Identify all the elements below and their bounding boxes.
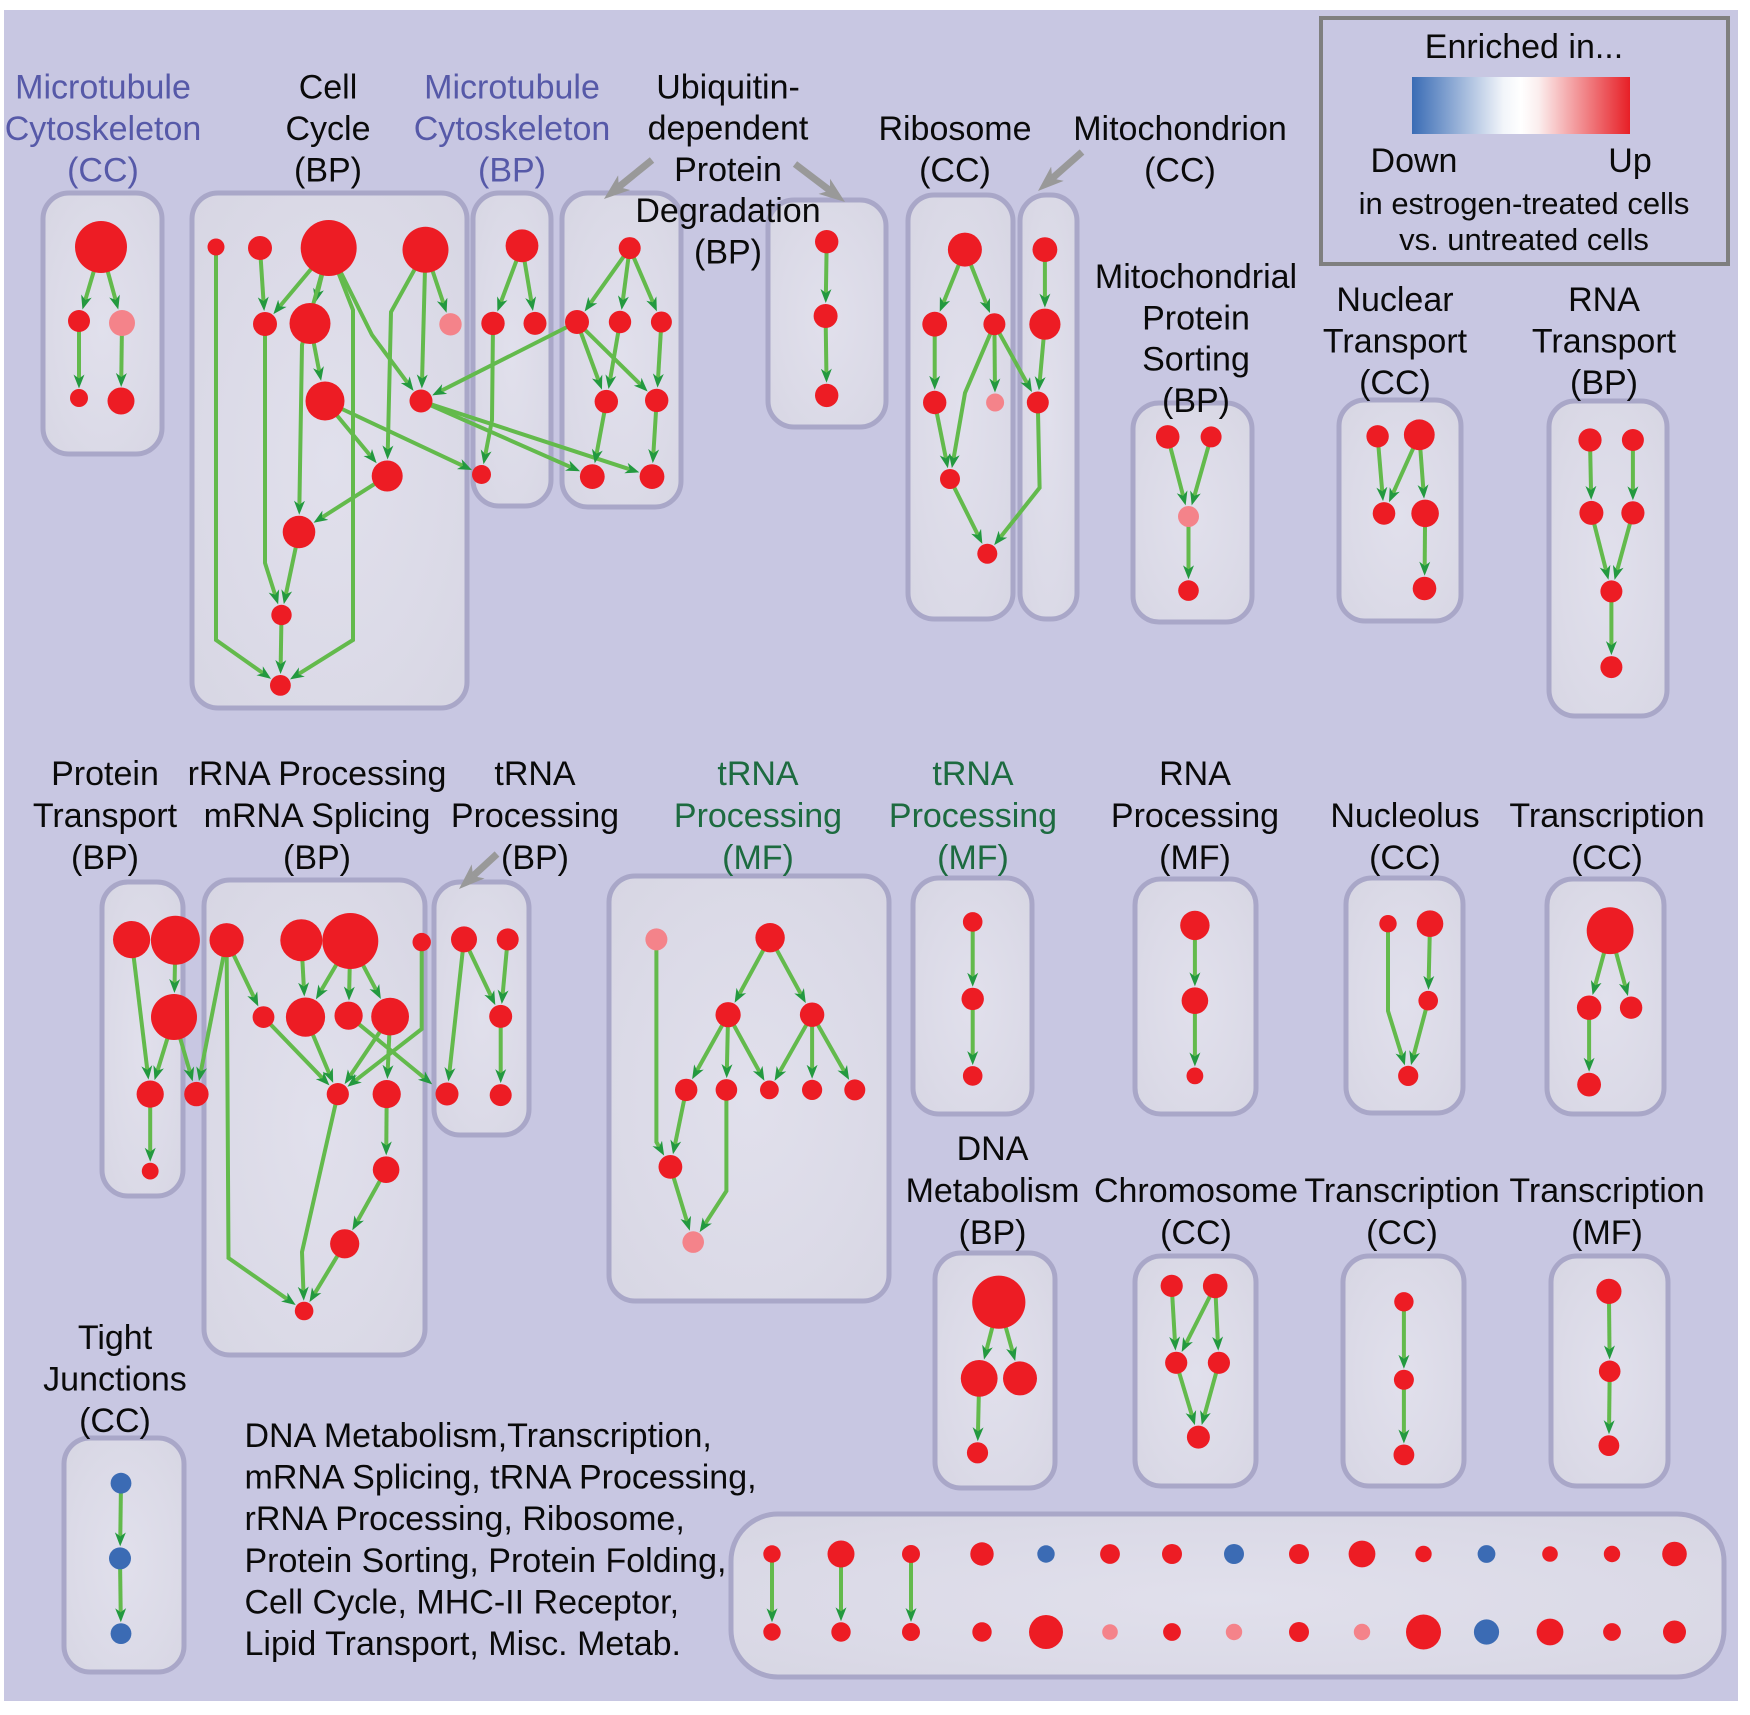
svg-text:RNA: RNA	[1568, 281, 1640, 319]
svg-text:Transcription: Transcription	[1509, 797, 1704, 835]
svg-text:Degradation: Degradation	[635, 192, 820, 230]
svg-text:(BP): (BP)	[294, 152, 362, 190]
svg-text:Transcription: Transcription	[1304, 1172, 1499, 1210]
svg-text:tRNA: tRNA	[717, 755, 799, 793]
svg-text:Protein Sorting, Protein Foldi: Protein Sorting, Protein Folding,	[245, 1542, 727, 1580]
svg-text:(BP): (BP)	[71, 839, 139, 877]
svg-text:DNA Metabolism,Transcription,: DNA Metabolism,Transcription,	[245, 1417, 712, 1455]
svg-text:Processing: Processing	[451, 797, 619, 835]
svg-text:Cell: Cell	[299, 68, 358, 106]
svg-text:Down: Down	[1371, 142, 1458, 180]
svg-text:Enriched in...: Enriched in...	[1425, 28, 1623, 66]
svg-text:dependent: dependent	[648, 110, 809, 148]
svg-text:Transport: Transport	[33, 797, 178, 835]
svg-text:vs. untreated cells: vs. untreated cells	[1399, 222, 1649, 257]
svg-text:Ubiquitin-: Ubiquitin-	[656, 68, 800, 106]
svg-text:rRNA Processing, Ribosome,: rRNA Processing, Ribosome,	[245, 1500, 685, 1538]
svg-text:Metabolism: Metabolism	[906, 1172, 1080, 1210]
svg-text:Sorting: Sorting	[1142, 341, 1250, 379]
svg-text:Junctions: Junctions	[43, 1361, 187, 1399]
svg-text:Protein: Protein	[1142, 299, 1250, 337]
svg-text:Nucleolus: Nucleolus	[1330, 797, 1479, 835]
svg-text:Transport: Transport	[1532, 322, 1677, 360]
svg-text:(CC): (CC)	[919, 152, 991, 190]
svg-text:RNA: RNA	[1159, 755, 1231, 793]
svg-text:Cytoskeleton: Cytoskeleton	[414, 110, 611, 148]
svg-text:(CC): (CC)	[1359, 364, 1431, 402]
svg-text:Processing: Processing	[889, 797, 1057, 835]
svg-text:Protein: Protein	[674, 151, 782, 189]
svg-text:mRNA Splicing, tRNA Processing: mRNA Splicing, tRNA Processing,	[245, 1459, 757, 1497]
svg-text:(MF): (MF)	[1571, 1214, 1643, 1252]
svg-text:Protein: Protein	[51, 755, 159, 793]
svg-text:Nuclear: Nuclear	[1336, 281, 1453, 319]
svg-text:Processing: Processing	[674, 797, 842, 835]
svg-text:Cytoskeleton: Cytoskeleton	[5, 110, 202, 148]
svg-text:(CC): (CC)	[1160, 1214, 1232, 1252]
svg-text:(CC): (CC)	[67, 152, 139, 190]
svg-text:Processing: Processing	[1111, 797, 1279, 835]
svg-text:(BP): (BP)	[283, 839, 351, 877]
svg-text:tRNA: tRNA	[494, 755, 576, 793]
svg-text:(BP): (BP)	[1570, 364, 1638, 402]
svg-text:(MF): (MF)	[937, 839, 1009, 877]
svg-text:(BP): (BP)	[478, 152, 546, 190]
svg-text:(MF): (MF)	[1159, 839, 1231, 877]
svg-text:Mitochondrion: Mitochondrion	[1073, 110, 1287, 148]
svg-text:(CC): (CC)	[79, 1402, 151, 1440]
svg-text:Transport: Transport	[1323, 322, 1468, 360]
svg-text:(CC): (CC)	[1144, 152, 1216, 190]
svg-text:(CC): (CC)	[1369, 839, 1441, 877]
svg-text:Chromosome: Chromosome	[1094, 1172, 1298, 1210]
svg-text:Cell Cycle, MHC-II Receptor,: Cell Cycle, MHC-II Receptor,	[245, 1583, 680, 1621]
svg-text:(CC): (CC)	[1366, 1214, 1438, 1252]
svg-text:(BP): (BP)	[694, 234, 762, 272]
svg-text:(MF): (MF)	[722, 839, 794, 877]
svg-text:Lipid Transport, Misc. Metab.: Lipid Transport, Misc. Metab.	[245, 1625, 682, 1663]
svg-text:Microtubule: Microtubule	[15, 68, 191, 106]
svg-text:Up: Up	[1608, 142, 1651, 180]
svg-text:Microtubule: Microtubule	[424, 68, 600, 106]
svg-text:tRNA: tRNA	[932, 755, 1014, 793]
svg-text:Tight: Tight	[78, 1319, 153, 1357]
svg-text:(BP): (BP)	[501, 839, 569, 877]
svg-text:mRNA Splicing: mRNA Splicing	[204, 797, 431, 835]
svg-text:rRNA Processing: rRNA Processing	[188, 755, 447, 793]
svg-text:Ribosome: Ribosome	[878, 110, 1031, 148]
svg-text:(BP): (BP)	[959, 1214, 1027, 1252]
svg-text:Mitochondrial: Mitochondrial	[1095, 258, 1297, 296]
svg-text:Cycle: Cycle	[285, 110, 370, 148]
svg-text:in estrogen-treated cells: in estrogen-treated cells	[1359, 186, 1690, 221]
svg-text:Transcription: Transcription	[1509, 1172, 1704, 1210]
svg-text:(CC): (CC)	[1571, 839, 1643, 877]
svg-text:DNA: DNA	[957, 1130, 1029, 1168]
svg-text:(BP): (BP)	[1162, 382, 1230, 420]
